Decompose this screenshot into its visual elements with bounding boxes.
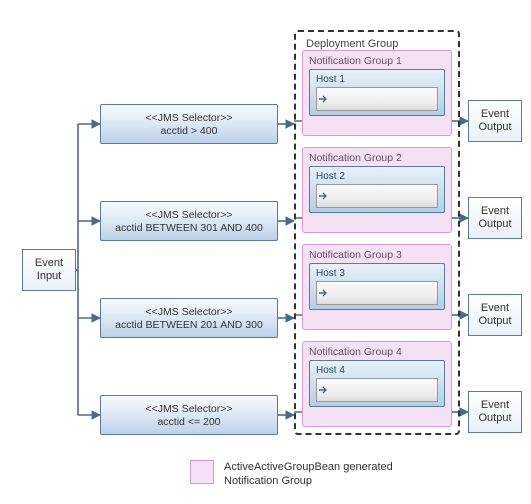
host: Host 4 [309,360,445,407]
notification-group-title: Notification Group 4 [309,346,445,358]
selector-stereotype: <<JMS Selector>> [146,306,233,318]
host-inner [316,378,438,402]
notification-group: Notification Group 3 Host 3 [302,244,452,330]
event-output: Event Output [468,391,522,433]
arrow-icon [319,385,329,395]
arrow-icon [319,94,329,104]
selector-stereotype: <<JMS Selector>> [146,112,233,124]
arrow-icon [319,288,329,298]
host-inner [316,87,438,111]
host-title: Host 2 [316,171,438,182]
event-output: Event Output [468,294,522,336]
notification-group-title: Notification Group 2 [309,152,445,164]
host: Host 2 [309,166,445,213]
selector-stereotype: <<JMS Selector>> [146,403,233,415]
host-title: Host 3 [316,268,438,279]
notification-group: Notification Group 2 Host 2 [302,147,452,233]
jms-selector: <<JMS Selector>>acctid BETWEEN 301 AND 4… [100,201,278,241]
notification-group-title: Notification Group 3 [309,249,445,261]
event-input-label: Event Input [25,257,73,283]
event-output: Event Output [468,100,522,142]
legend: ActiveActiveGroupBean generated Notifica… [190,460,444,489]
host: Host 3 [309,263,445,310]
event-output-label: Event Output [471,205,519,231]
host-title: Host 4 [316,365,438,376]
jms-selector: <<JMS Selector>>acctid <= 200 [100,395,278,435]
event-output-label: Event Output [471,399,519,425]
selector-condition: acctid BETWEEN 201 AND 300 [115,319,263,331]
legend-swatch [190,460,214,484]
event-input: Event Input [22,249,76,291]
event-output-label: Event Output [471,108,519,134]
selector-condition: acctid > 400 [161,125,218,137]
host-inner [316,281,438,305]
host-title: Host 1 [316,74,438,85]
jms-selector: <<JMS Selector>>acctid BETWEEN 201 AND 3… [100,298,278,338]
selector-condition: acctid <= 200 [157,416,220,428]
legend-text: ActiveActiveGroupBean generated Notifica… [224,460,444,489]
notification-group: Notification Group 4 Host 4 [302,341,452,427]
selector-condition: acctid BETWEEN 301 AND 400 [115,222,263,234]
deployment-group-title: Deployment Group [306,38,450,50]
arrow-icon [319,191,329,201]
host-inner [316,184,438,208]
jms-selector: <<JMS Selector>>acctid > 400 [100,104,278,144]
event-output-label: Event Output [471,302,519,328]
notification-group-title: Notification Group 1 [309,55,445,67]
event-output: Event Output [468,197,522,239]
host: Host 1 [309,69,445,116]
selector-stereotype: <<JMS Selector>> [146,209,233,221]
notification-group: Notification Group 1 Host 1 [302,50,452,136]
